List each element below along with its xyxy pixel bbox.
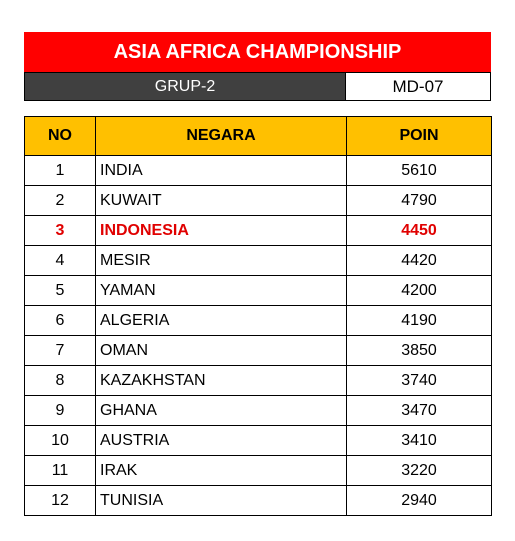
points-cell: 3410 — [346, 425, 492, 456]
country-cell: ALGERIA — [95, 305, 347, 336]
table-row: 8 KAZAKHSTAN 3740 — [24, 365, 492, 396]
country-cell: OMAN — [95, 335, 347, 366]
points-cell: 3470 — [346, 395, 492, 426]
rank-cell: 8 — [24, 365, 96, 396]
points-cell: 2940 — [346, 485, 492, 516]
table-row: 9 GHANA 3470 — [24, 395, 492, 426]
rank-cell: 6 — [24, 305, 96, 336]
country-cell: MESIR — [95, 245, 347, 276]
rank-cell: 2 — [24, 185, 96, 216]
rank-cell: 10 — [24, 425, 96, 456]
column-header-no: NO — [24, 116, 96, 156]
group-label: GRUP-2 — [24, 72, 346, 101]
table-row: 6 ALGERIA 4190 — [24, 305, 492, 336]
country-cell: INDIA — [95, 155, 347, 186]
points-cell: 5610 — [346, 155, 492, 186]
points-cell: 4190 — [346, 305, 492, 336]
table-row: 2 KUWAIT 4790 — [24, 185, 492, 216]
country-cell: GHANA — [95, 395, 347, 426]
table-row: 7 OMAN 3850 — [24, 335, 492, 366]
table-row-highlighted: 3 INDONESIA 4450 — [24, 215, 492, 246]
table-row: 5 YAMAN 4200 — [24, 275, 492, 306]
country-cell: AUSTRIA — [95, 425, 347, 456]
country-cell: KUWAIT — [95, 185, 347, 216]
table-header-row: NO NEGARA POIN — [24, 116, 492, 156]
rank-cell: 3 — [24, 215, 96, 246]
table-row: 4 MESIR 4420 — [24, 245, 492, 276]
points-cell: 4420 — [346, 245, 492, 276]
rank-cell: 1 — [24, 155, 96, 186]
matchday-label: MD-07 — [345, 72, 491, 101]
table-row: 1 INDIA 5610 — [24, 155, 492, 186]
points-cell: 4790 — [346, 185, 492, 216]
table-row: 12 TUNISIA 2940 — [24, 485, 492, 516]
points-cell: 4200 — [346, 275, 492, 306]
rank-cell: 7 — [24, 335, 96, 366]
rank-cell: 9 — [24, 395, 96, 426]
country-cell: YAMAN — [95, 275, 347, 306]
points-cell: 4450 — [346, 215, 492, 246]
group-info-row: GRUP-2 MD-07 — [24, 72, 491, 101]
table-row: 11 IRAK 3220 — [24, 455, 492, 486]
rank-cell: 4 — [24, 245, 96, 276]
column-header-negara: NEGARA — [95, 116, 347, 156]
country-cell: IRAK — [95, 455, 347, 486]
column-header-poin: POIN — [346, 116, 492, 156]
rank-cell: 11 — [24, 455, 96, 486]
country-cell: INDONESIA — [95, 215, 347, 246]
points-cell: 3850 — [346, 335, 492, 366]
rank-cell: 12 — [24, 485, 96, 516]
country-cell: TUNISIA — [95, 485, 347, 516]
rank-cell: 5 — [24, 275, 96, 306]
championship-title: ASIA AFRICA CHAMPIONSHIP — [24, 32, 491, 72]
points-cell: 3220 — [346, 455, 492, 486]
country-cell: KAZAKHSTAN — [95, 365, 347, 396]
standings-table: NO NEGARA POIN 1 INDIA 5610 2 KUWAIT 479… — [24, 116, 492, 516]
table-row: 10 AUSTRIA 3410 — [24, 425, 492, 456]
points-cell: 3740 — [346, 365, 492, 396]
